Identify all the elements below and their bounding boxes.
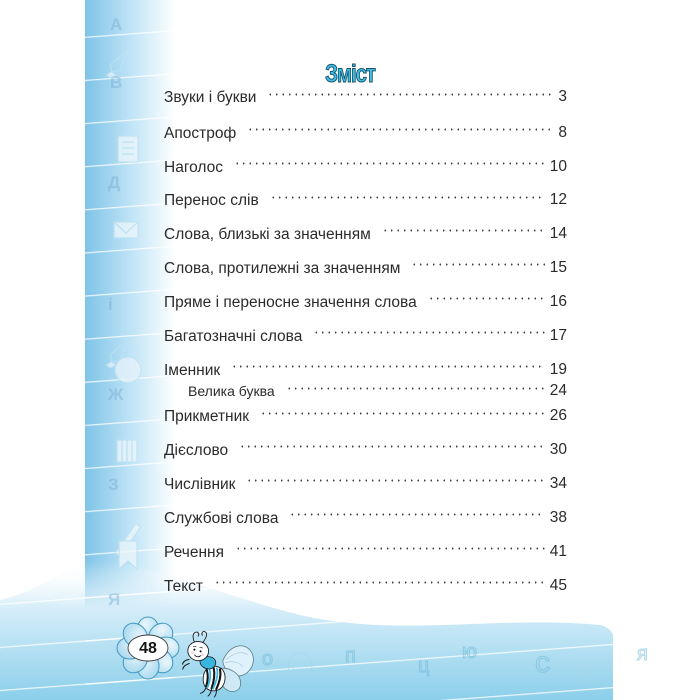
svg-text:я: я (637, 643, 648, 665)
svg-text:Д: Д (108, 173, 120, 192)
svg-text:З: З (108, 475, 119, 494)
svg-text:А: А (110, 15, 122, 34)
svg-text:п: п (345, 645, 356, 667)
svg-text:Ж: Ж (107, 385, 124, 404)
svg-text:і: і (108, 295, 113, 314)
svg-text:ц: ц (418, 655, 429, 677)
svg-text:Я: Я (108, 590, 120, 609)
svg-text:с: с (535, 646, 550, 679)
svg-text:о: о (262, 648, 273, 670)
svg-text:ю: ю (462, 641, 477, 663)
